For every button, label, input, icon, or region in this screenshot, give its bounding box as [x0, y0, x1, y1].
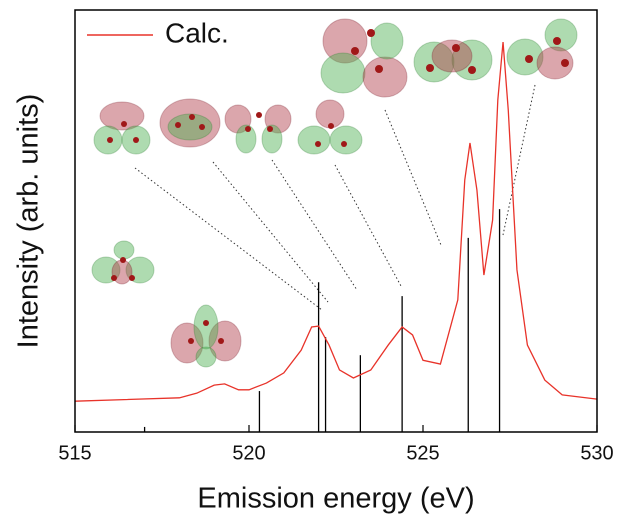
- orbital: [171, 305, 241, 367]
- orbital: [94, 102, 150, 154]
- orbital: [298, 100, 362, 154]
- orbital: [414, 40, 492, 82]
- leader-line: [135, 168, 322, 310]
- orbital: [225, 105, 291, 153]
- orbital: [321, 19, 407, 97]
- spectrum-line: [75, 42, 597, 401]
- x-tick-label: 530: [580, 442, 613, 464]
- x-tick-label: 525: [406, 442, 439, 464]
- orbital: [160, 99, 220, 147]
- x-tick-label: 515: [58, 442, 91, 464]
- leader-line: [213, 162, 328, 302]
- x-tick-label: 520: [232, 442, 265, 464]
- chart: Emission energy (eV) Intensity (arb. uni…: [0, 0, 619, 523]
- legend-label: Calc.: [165, 17, 229, 48]
- orbital: [92, 241, 154, 284]
- y-axis-label: Intensity (arb. units): [13, 94, 45, 349]
- orbital-illustrations: [92, 19, 577, 367]
- leader-line: [272, 160, 357, 290]
- orbital: [507, 19, 577, 79]
- x-axis-label: Emission energy (eV): [197, 483, 474, 515]
- leader-line: [385, 110, 441, 245]
- leader-line: [335, 165, 401, 286]
